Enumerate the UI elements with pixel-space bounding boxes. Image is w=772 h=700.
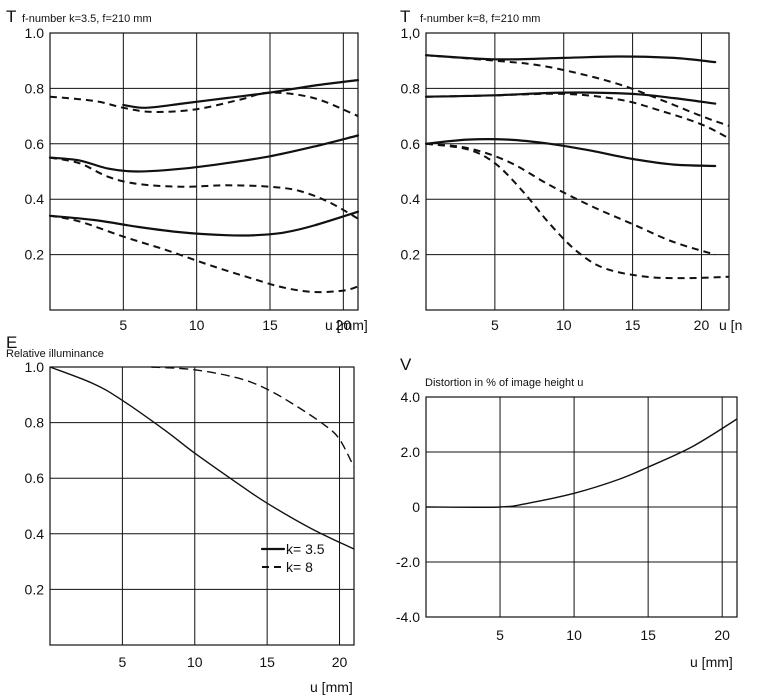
chart-e-ytick-label: 0.6 [25, 470, 45, 486]
chart-v-ytick-label: 2.0 [401, 444, 421, 460]
chart-t8-xlabel: u [n [719, 317, 742, 333]
chart-t8-frame [425, 32, 730, 311]
chart-t8-xtick-label: 5 [491, 317, 499, 333]
chart-panel-v: V Distortion in % of image height u u [m… [396, 355, 738, 670]
chart-e-ytick-label: 0.4 [25, 526, 45, 542]
chart-t35-series-line [49, 156, 359, 220]
chart-t35-ytick-label: 0.8 [25, 80, 45, 96]
chart-v-xtick-label: 10 [566, 627, 582, 643]
chart-t8-title: f-number k=8, f=210 mm [420, 13, 540, 25]
chart-v-ytick-label: -4.0 [396, 609, 420, 625]
chart-e-xlabel: u [mm] [310, 679, 353, 695]
chart-v-ytick-label: 4.0 [401, 389, 421, 405]
chart-e-ytick-label: 0.8 [25, 415, 45, 431]
chart-t35-ytick-label: 1.0 [25, 25, 45, 41]
chart-t35-frame [49, 32, 359, 311]
chart-v-xtick-label: 20 [714, 627, 730, 643]
chart-v-xtick-label: 5 [496, 627, 504, 643]
chart-e-xtick-label: 20 [332, 654, 348, 670]
chart-e-series-line [49, 366, 355, 550]
chart-t35-xtick-label: 10 [189, 317, 205, 333]
chart-panel-t35: T f-number k=3.5, f=210 mm u [mm] 5 10 15 2… [6, 7, 368, 333]
chart-e-xtick-label: 15 [259, 654, 275, 670]
chart-t35-series-line [49, 91, 359, 118]
chart-t8-ytick-label: 0.8 [401, 80, 421, 96]
chart-e-symbol: E [6, 333, 17, 352]
chart-t8-series-line [425, 54, 730, 127]
chart-t35-series-line [48, 134, 360, 173]
chart-e-legend-label: k= 8 [286, 559, 313, 575]
chart-t35-title: f-number k=3.5, f=210 mm [22, 13, 152, 25]
chart-t8-symbol: T [400, 7, 410, 26]
chart-v-xlabel: u [mm] [690, 654, 733, 670]
chart-e-xtick-label: 5 [118, 654, 126, 670]
chart-t8-ytick-label: 0.4 [401, 191, 421, 207]
chart-t8-xtick-label: 20 [694, 317, 710, 333]
chart-t35-series-line [122, 79, 360, 109]
chart-v-series-line [425, 418, 738, 509]
chart-t35-xtick-label: 15 [262, 317, 278, 333]
chart-t35-series-line [49, 214, 359, 294]
chart-t8-series-line [425, 142, 716, 256]
chart-t8-series-line [424, 91, 717, 105]
chart-t35-ytick-label: 0.4 [25, 191, 45, 207]
chart-panel-e: E Relative illuminance u [mm] 5 10 15 20 0.2… [6, 333, 355, 695]
chart-t8-ytick-label: 0.6 [401, 136, 421, 152]
chart-t8-series-line [424, 138, 717, 168]
chart-e-ytick-label: 0.2 [25, 581, 45, 597]
chart-t8-ytick-label: 1,0 [401, 25, 421, 41]
chart-t35-ytick-label: 0.6 [25, 136, 45, 152]
chart-v-title: Distortion in % of image height u [425, 377, 583, 389]
chart-t35-xtick-label: 5 [119, 317, 127, 333]
chart-e-title: Relative illuminance [6, 348, 104, 360]
chart-e-ytick-label: 1.0 [25, 359, 45, 375]
chart-t35-xtick-label: 20 [336, 317, 352, 333]
chart-t8-series-line [425, 142, 730, 280]
chart-v-symbol: V [400, 355, 412, 374]
chart-e-frame [49, 366, 355, 646]
chart-t35-ytick-label: 0.2 [25, 247, 45, 263]
chart-t35-series-line [48, 210, 360, 237]
chart-e-legend-label: k= 3.5 [286, 541, 325, 557]
chart-e-xtick-label: 10 [187, 654, 203, 670]
chart-t8-ytick-label: 0.2 [401, 247, 421, 263]
chart-t35-xlabel: u [mm] [325, 317, 368, 333]
chart-v-ytick-label: -2.0 [396, 554, 420, 570]
chart-t35-symbol: T [6, 7, 16, 26]
chart-t8-series-line [425, 92, 730, 140]
chart-v-ytick-label: 0 [412, 499, 420, 515]
chart-t8-series-line [424, 54, 717, 64]
chart-t8-xtick-label: 10 [556, 317, 572, 333]
chart-v-xtick-label: 15 [640, 627, 656, 643]
chart-e-series-line [151, 366, 355, 468]
chart-panel-t8: T f-number k=8, f=210 mm u [n 5 10 15 20 0.2… [400, 7, 742, 333]
chart-t8-xtick-label: 15 [625, 317, 641, 333]
